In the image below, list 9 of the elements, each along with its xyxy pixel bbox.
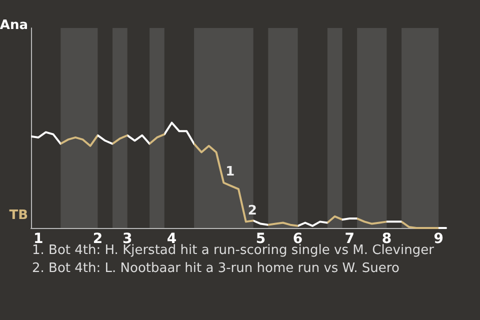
text: 2. Bot 4th: L. Nootbaar hit a 3-run home run vs W. Suero (32, 261, 400, 276)
annotation: 1 (226, 164, 235, 180)
x-tick-label: 5 (256, 231, 266, 247)
x-tick-label: 9 (434, 231, 444, 247)
x-tick-label: 2 (92, 231, 103, 247)
annotation: 2 (248, 204, 257, 219)
text: Ana (0, 18, 28, 33)
x-tick-label: 7 (344, 231, 355, 247)
text: TB (9, 208, 28, 223)
